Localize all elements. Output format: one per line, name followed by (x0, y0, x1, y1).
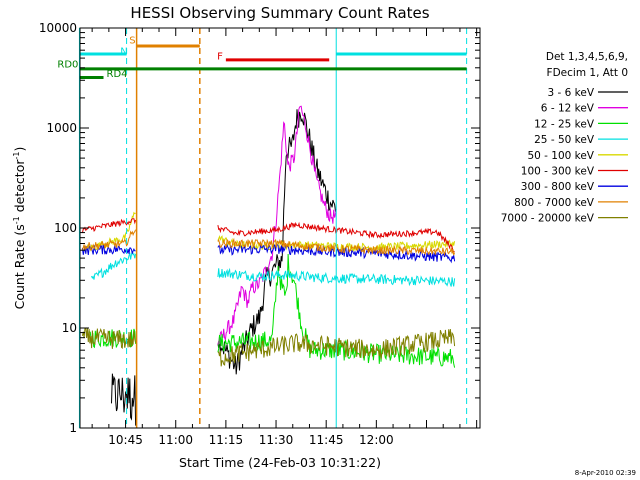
series-line-3 (91, 250, 137, 280)
y-axis-label: Count Rate (s-1 detector-1) (12, 147, 27, 310)
y-tick-label: 100 (54, 221, 77, 235)
y-axis-label-sup2: -1 (12, 152, 21, 160)
legend-label: 12 - 25 keV (534, 118, 595, 130)
plot-frame (79, 27, 481, 429)
y-axis-label-sup1: -1 (12, 216, 21, 224)
flag-label-s: S (129, 35, 135, 46)
flag-label-f: F (217, 51, 223, 62)
x-tick-label: 12:00 (359, 433, 394, 447)
x-tick-label: 11:30 (259, 433, 294, 447)
legend-header-line-1: Det 1,3,4,5,6,9, (546, 51, 628, 63)
footer-date: 8-Apr-2010 02:39 (575, 469, 636, 477)
y-axis-label-main: Count Rate (s (12, 224, 27, 309)
legend-label: 25 - 50 keV (534, 134, 595, 146)
series-line-0 (111, 373, 137, 426)
y-tick-label: 1000 (46, 121, 77, 135)
legend: Det 1,3,4,5,6,9, FDecim 1, Att 0 3 - 6 k… (501, 51, 628, 225)
legend-label: 7000 - 20000 keV (501, 213, 595, 225)
series-line-1 (217, 105, 337, 345)
flag-label-rd0: RD0 (57, 60, 78, 71)
x-axis-label: Start Time (24-Feb-03 10:31:22) (179, 455, 381, 470)
x-tick-label: 11:00 (158, 433, 193, 447)
flag-label-n: N (120, 47, 127, 58)
legend-label: 3 - 6 keV (547, 87, 594, 99)
axes-layer: 10:45 11:00 11:15 11:30 11:45 12:00 1 10 100 1000… (39, 21, 481, 447)
legend-label: 800 - 7000 keV (514, 197, 595, 209)
legend-label: 100 - 300 keV (521, 166, 595, 178)
y-tick-label: 1 (69, 421, 77, 435)
series-line-5 (81, 218, 137, 234)
x-tick-label: 11:45 (309, 433, 344, 447)
legend-label: 300 - 800 keV (521, 181, 595, 193)
flags-layer: NS F RD0 RD4 (57, 28, 468, 428)
y-tick-label: 10 (62, 321, 77, 335)
y-tick-label: 10000 (39, 21, 77, 35)
series-layer (81, 105, 456, 426)
series-line-0 (217, 109, 337, 375)
y-axis-label-mid: detector (12, 159, 27, 217)
series-line-7 (81, 229, 137, 251)
x-tick-label: 11:15 (209, 433, 244, 447)
flag-label-rd4: RD4 (107, 69, 128, 80)
chart-title: HESSI Observing Summary Count Rates (130, 4, 429, 22)
legend-label: 6 - 12 keV (541, 103, 595, 115)
x-tick-label: 10:45 (108, 433, 143, 447)
y-axis-label-end: ) (12, 147, 27, 152)
legend-label: 50 - 100 keV (527, 150, 594, 162)
legend-header-line-2: FDecim 1, Att 0 (547, 67, 628, 79)
